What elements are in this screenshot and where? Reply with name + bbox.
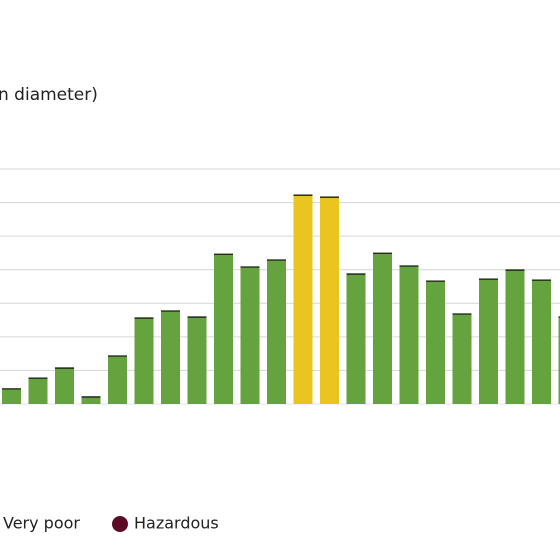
bar: [267, 259, 286, 404]
bar: [187, 317, 207, 404]
bar: [505, 270, 525, 404]
bar: [532, 280, 551, 404]
bar: [373, 253, 392, 404]
bar: [479, 279, 498, 404]
bar: [320, 197, 339, 404]
bar: [240, 267, 260, 404]
bar: [346, 274, 366, 404]
bar: [452, 314, 472, 404]
bar: [28, 378, 48, 404]
legend-label: Very poor: [3, 514, 80, 533]
bar: [55, 368, 74, 404]
bar: [558, 317, 560, 404]
legend-marker: [112, 516, 128, 532]
bar: [293, 195, 313, 404]
bar: [108, 355, 127, 404]
bar: [2, 388, 21, 404]
bar: [426, 281, 445, 404]
legend-label: Hazardous: [134, 514, 219, 533]
chart-title: n diameter): [0, 85, 98, 105]
bar: [214, 254, 233, 404]
bar: [81, 396, 101, 404]
bar: [161, 311, 180, 404]
bar: [399, 266, 419, 404]
bar: [134, 318, 154, 404]
